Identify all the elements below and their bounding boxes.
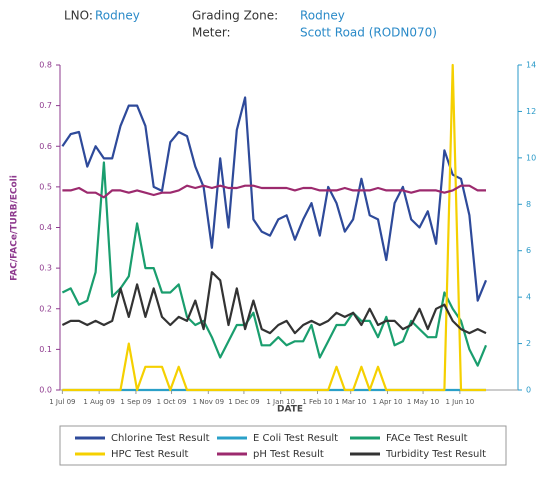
y2-tick-label: 10: [526, 153, 536, 162]
y2-tick-label: 0: [526, 386, 531, 395]
meter-value: Scott Road (RODN070): [300, 26, 437, 40]
legend-label: E Coli Test Result: [253, 433, 338, 444]
x-tick-label: 1 Mar 10: [335, 398, 366, 406]
legend-label: Turbidity Test Result: [385, 449, 486, 460]
x-tick-label: 1 Jun 10: [445, 398, 474, 406]
lno-value: Rodney: [95, 9, 140, 23]
x-tick-label: 1 Nov 09: [193, 398, 224, 406]
y-tick-label: 0.7: [39, 101, 52, 110]
x-tick-label: 1 Apr 10: [373, 398, 403, 406]
series-line: [62, 184, 486, 199]
y-tick-label: 0.1: [39, 345, 52, 354]
y-tick-label: 0.8: [39, 61, 52, 70]
x-tick-label: 1 Oct 09: [157, 398, 187, 406]
y-axis-label: FAC/FACe/TURB/EColi: [10, 175, 20, 281]
x-tick-label: 1 Aug 09: [83, 398, 114, 406]
series-line: [61, 161, 488, 367]
x-tick-label: 1 Sep 09: [120, 398, 151, 406]
x-tick-label: 1 Dec 09: [228, 398, 259, 406]
x-tick-label: 1 Jul 09: [49, 398, 75, 406]
y2-tick-label: 2: [526, 339, 531, 348]
y-tick-label: 0.0: [39, 386, 52, 395]
y-tick-label: 0.4: [39, 223, 52, 232]
zone-label: Grading Zone:: [192, 9, 278, 23]
zone-value: Rodney: [300, 9, 345, 23]
legend-label: Chlorine Test Result: [111, 433, 210, 444]
legend-label: pH Test Result: [253, 449, 324, 460]
y2-tick-label: 12: [526, 107, 536, 116]
x-axis-label: DATE: [277, 405, 303, 415]
legend-box: [59, 425, 507, 466]
y-tick-label: 0.6: [39, 142, 52, 151]
y-tick-label: 0.5: [39, 182, 52, 191]
y2-tick-label: 14: [526, 61, 536, 70]
x-tick-label: 1 May 10: [407, 398, 439, 406]
series-line: [61, 271, 487, 335]
y-tick-label: 0.3: [39, 264, 52, 273]
x-tick-label: 1 Feb 10: [302, 398, 332, 406]
y2-tick-label: 8: [526, 200, 531, 209]
y-tick-label: 0.2: [39, 304, 52, 313]
y2-tick-label: 4: [526, 293, 531, 302]
lno-label: LNO:: [64, 9, 93, 23]
series-line: [61, 96, 488, 302]
legend-label: FACe Test Result: [386, 433, 468, 444]
meter-label: Meter:: [192, 26, 231, 40]
y2-tick-label: 6: [526, 246, 531, 255]
series-line: [62, 63, 486, 392]
legend-label: HPC Test Result: [111, 449, 189, 460]
x-tick-label: 1 Jan 10: [266, 398, 295, 406]
